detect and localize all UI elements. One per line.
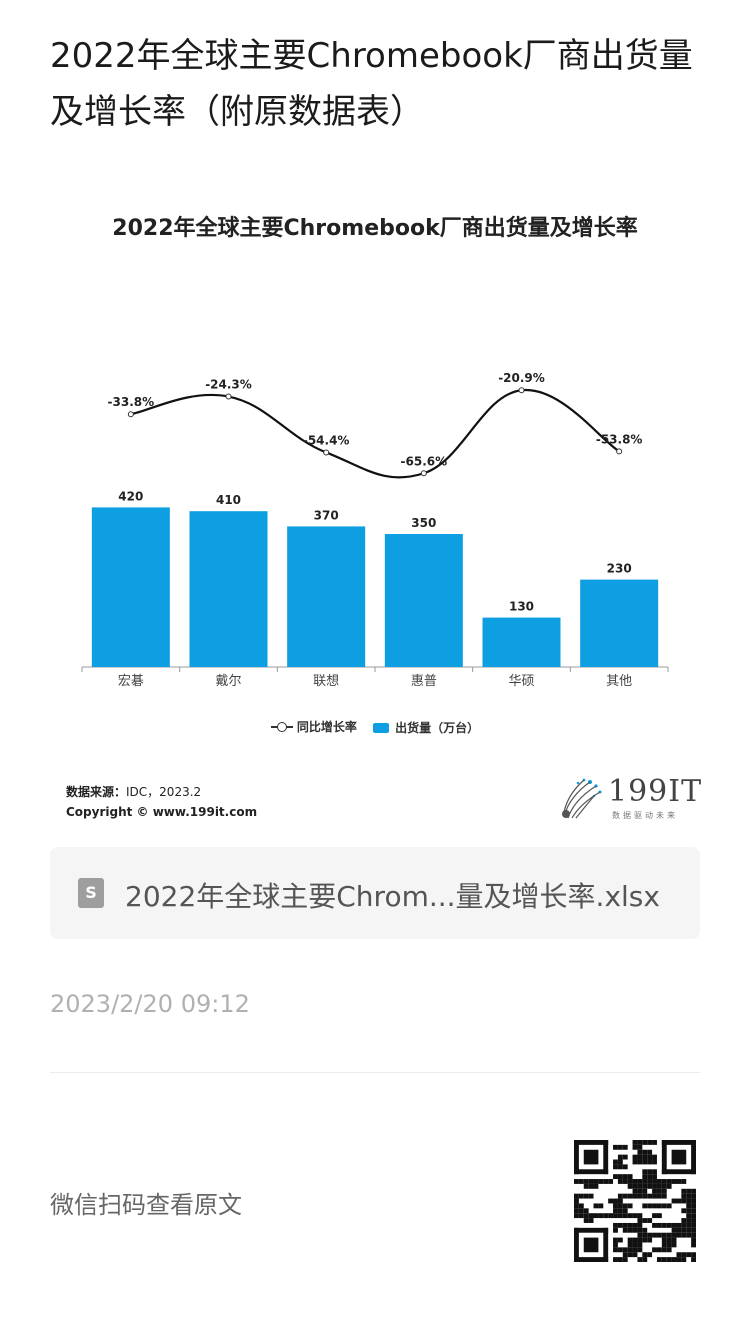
chart-title: 2022年全球主要Chromebook厂商出货量及增长率 bbox=[112, 216, 638, 241]
chart-source: 数据来源：IDC，2023.2 Copyright © www.199it.co… bbox=[66, 782, 257, 822]
x-tick-label: 其他 bbox=[606, 674, 632, 689]
brand-logo: 199IT 数据驱动未来 bbox=[560, 774, 703, 820]
growth-point bbox=[225, 393, 232, 400]
logo-dots-icon bbox=[562, 778, 602, 819]
growth-point bbox=[323, 449, 330, 456]
growth-value-label: -53.8% bbox=[596, 432, 643, 446]
bar bbox=[580, 579, 659, 667]
growth-line bbox=[130, 389, 620, 479]
bar-value-label: 410 bbox=[216, 493, 241, 507]
bar-value-label: 370 bbox=[314, 508, 339, 522]
growth-point bbox=[127, 411, 134, 418]
growth-point bbox=[616, 448, 623, 455]
bar-value-label: 230 bbox=[607, 562, 632, 576]
chart-plot: 420 宏碁 410 戴尔 370 联想 350 惠普 130 华硕 230 其他 -33.8% -24.… bbox=[81, 371, 669, 689]
source-label: 数据来源： bbox=[66, 785, 127, 799]
logo-tagline: 数据驱动未来 bbox=[612, 811, 678, 820]
attachment-card[interactable]: S 2022年全球主要Chrom...量及增长率.xlsx bbox=[50, 847, 700, 939]
x-tick-label: 华硕 bbox=[508, 674, 534, 689]
source-value: IDC，2023.2 bbox=[126, 785, 202, 799]
legend-item-growth: 同比增长率 bbox=[270, 718, 357, 735]
growth-value-label: -54.4% bbox=[303, 433, 350, 447]
qr-code-icon[interactable] bbox=[574, 1140, 696, 1262]
x-tick-label: 戴尔 bbox=[215, 674, 241, 689]
bar bbox=[384, 534, 463, 667]
spreadsheet-file-icon: S bbox=[78, 878, 104, 908]
growth-value-label: -24.3% bbox=[205, 378, 252, 392]
growth-value-label: -33.8% bbox=[108, 395, 155, 409]
bar bbox=[482, 617, 561, 667]
x-tick-label: 宏碁 bbox=[118, 674, 144, 689]
scan-to-view-text: 微信扫码查看原文 bbox=[50, 1191, 242, 1219]
legend-item-shipments: 出货量（万台） bbox=[373, 719, 479, 736]
divider bbox=[50, 1072, 700, 1073]
attachment-filename[interactable]: 2022年全球主要Chrom...量及增长率.xlsx bbox=[125, 880, 660, 913]
bar bbox=[189, 511, 268, 667]
chart-legend: 同比增长率 出货量（万台） bbox=[50, 718, 700, 736]
legend-bar-symbol bbox=[373, 722, 390, 733]
chart-card: 2022年全球主要Chromebook厂商出货量及增长率 420 宏碁 410 戴尔 3… bbox=[50, 190, 703, 840]
bar bbox=[91, 507, 170, 667]
x-tick-label: 惠普 bbox=[411, 674, 437, 689]
legend-label-shipments: 出货量（万台） bbox=[395, 721, 480, 735]
post-date: 2023/2/20 09:12 bbox=[50, 990, 250, 1018]
copyright-text: Copyright © www.199it.com bbox=[66, 805, 258, 819]
bar-value-label: 420 bbox=[118, 489, 143, 503]
bar bbox=[287, 526, 366, 667]
bar-value-label: 130 bbox=[509, 600, 534, 614]
logo-text: 199IT bbox=[608, 774, 703, 809]
article-title: 2022年全球主要Chromebook厂商出货量及增长率（附原数据表） bbox=[50, 36, 693, 132]
legend-line-symbol bbox=[270, 721, 293, 733]
growth-point bbox=[518, 387, 525, 394]
growth-value-label: -20.9% bbox=[498, 371, 545, 385]
x-tick-label: 联想 bbox=[313, 673, 339, 689]
growth-value-label: -65.6% bbox=[401, 454, 448, 468]
growth-point bbox=[420, 470, 427, 477]
bar-value-label: 350 bbox=[411, 516, 436, 530]
legend-label-growth: 同比增长率 bbox=[296, 720, 357, 734]
